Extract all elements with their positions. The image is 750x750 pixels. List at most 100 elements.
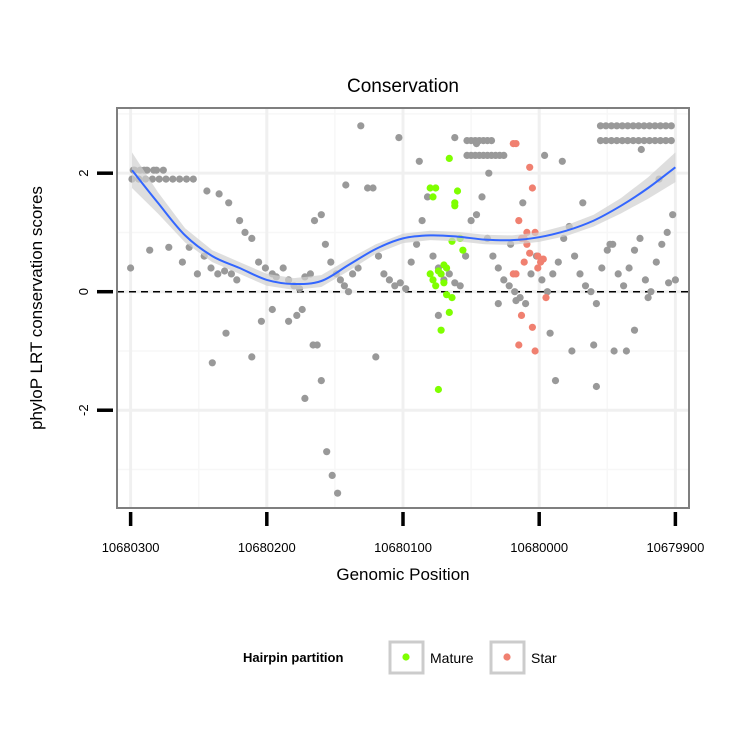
background-point [374, 252, 383, 260]
background-point [165, 243, 173, 251]
background-point [592, 300, 601, 308]
background-point [607, 122, 616, 130]
background-point [203, 187, 211, 195]
background-point [385, 276, 393, 284]
legend-item-star: Star [489, 640, 557, 675]
background-point [227, 270, 235, 278]
background-point [349, 270, 357, 278]
mature-point [445, 308, 453, 316]
background-point [487, 137, 496, 145]
background-point [207, 264, 215, 272]
background-point [169, 175, 177, 183]
mature-point [440, 279, 448, 287]
background-point [395, 134, 403, 142]
legend: Hairpin partition Mature Star [243, 640, 557, 675]
star-point [539, 255, 547, 263]
y-tick-label: 2 [76, 170, 91, 177]
background-point [538, 276, 546, 284]
background-point [357, 122, 365, 130]
background-point [571, 252, 579, 260]
legend-swatch-star [503, 653, 511, 661]
star-point [528, 323, 537, 331]
background-point [665, 279, 673, 287]
background-point [257, 317, 265, 325]
background-point [434, 311, 442, 319]
legend-swatch-mature [402, 653, 410, 661]
background-point [587, 288, 595, 296]
background-point [310, 217, 319, 225]
mature-point [437, 326, 445, 334]
background-point [644, 294, 652, 302]
legend-label-star: Star [531, 650, 557, 666]
background-point [662, 122, 670, 130]
star-point [515, 341, 523, 349]
background-point [629, 137, 637, 145]
background-point [541, 151, 549, 159]
background-point [178, 258, 186, 266]
legend-label-mature: Mature [430, 650, 474, 666]
star-point [542, 294, 550, 302]
background-point [512, 297, 520, 305]
mature-point [434, 385, 442, 394]
x-tick-label: 10680300 [102, 540, 160, 555]
background-point [233, 276, 241, 284]
background-point [581, 282, 590, 290]
background-point [669, 211, 677, 219]
background-point [354, 264, 362, 272]
background-point [159, 166, 167, 174]
background-point [640, 137, 648, 145]
background-point [494, 300, 502, 308]
mature-point [432, 184, 440, 192]
y-tick-label: 0 [76, 288, 91, 295]
background-point [236, 217, 244, 225]
y-axis: 2 0 -2 [76, 170, 113, 416]
x-tick-label: 10680000 [510, 540, 568, 555]
background-point [215, 190, 223, 198]
background-point [423, 193, 432, 201]
background-point [596, 122, 605, 130]
mature-point [426, 184, 434, 192]
star-point [517, 311, 526, 319]
background-point [317, 211, 325, 219]
background-point [189, 175, 197, 183]
panel-border [116, 107, 690, 509]
background-point [301, 394, 309, 402]
background-point [467, 217, 475, 225]
mature-point [429, 276, 437, 284]
star-point [534, 264, 542, 272]
background-point [462, 252, 470, 260]
background-point [630, 326, 639, 334]
background-point [155, 175, 163, 183]
background-point [489, 252, 497, 260]
background-point [629, 122, 637, 130]
background-point [225, 199, 233, 207]
background-point [637, 145, 645, 154]
background-point [522, 300, 530, 308]
background-point [671, 276, 680, 284]
background-point [182, 175, 191, 183]
background-point [645, 122, 654, 130]
star-point [531, 347, 539, 355]
background-point [148, 175, 156, 183]
background-point [451, 279, 459, 287]
background-point [293, 311, 301, 319]
background-point [255, 258, 263, 266]
background-point [364, 184, 372, 192]
background-point [391, 282, 399, 290]
background-point [651, 137, 659, 145]
mature-point [432, 282, 440, 290]
background-point [618, 137, 626, 145]
background-point [285, 317, 293, 325]
background-point [635, 137, 643, 145]
star-point [515, 217, 523, 225]
background-point [620, 282, 628, 290]
background-point [248, 353, 256, 361]
background-point [622, 347, 631, 355]
background-point [625, 264, 633, 272]
star-point [512, 270, 520, 278]
grid-lines [117, 108, 689, 508]
mature-point [448, 294, 456, 302]
legend-title: Hairpin partition [243, 650, 343, 665]
background-point [241, 228, 249, 236]
background-point [576, 270, 584, 278]
